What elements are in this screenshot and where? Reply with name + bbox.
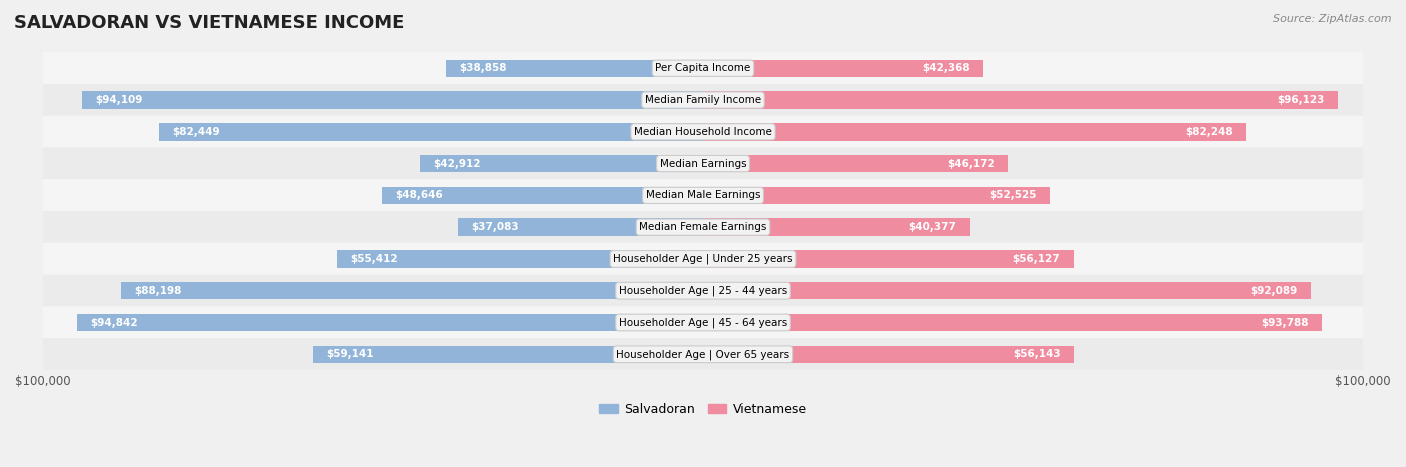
FancyBboxPatch shape	[42, 84, 1364, 116]
Bar	[703, 59, 983, 77]
Bar	[703, 123, 1246, 141]
Bar	[159, 123, 703, 141]
Bar	[703, 282, 1310, 299]
Text: Householder Age | Under 25 years: Householder Age | Under 25 years	[613, 254, 793, 264]
Text: Source: ZipAtlas.com: Source: ZipAtlas.com	[1274, 14, 1392, 24]
Bar	[337, 250, 703, 268]
Text: $92,089: $92,089	[1250, 286, 1298, 296]
Bar	[382, 187, 703, 204]
Text: $96,123: $96,123	[1277, 95, 1324, 105]
Bar	[703, 250, 1074, 268]
Text: $52,525: $52,525	[988, 191, 1036, 200]
Bar	[121, 282, 703, 299]
FancyBboxPatch shape	[42, 52, 1364, 85]
FancyBboxPatch shape	[42, 338, 1364, 370]
FancyBboxPatch shape	[42, 116, 1364, 148]
Text: Householder Age | 45 - 64 years: Householder Age | 45 - 64 years	[619, 317, 787, 328]
Bar	[458, 219, 703, 236]
Bar	[703, 219, 970, 236]
Text: Householder Age | Over 65 years: Householder Age | Over 65 years	[616, 349, 790, 360]
Text: $48,646: $48,646	[395, 191, 443, 200]
Text: $88,198: $88,198	[134, 286, 181, 296]
Text: $55,412: $55,412	[350, 254, 398, 264]
Text: $42,912: $42,912	[433, 159, 481, 169]
Text: Per Capita Income: Per Capita Income	[655, 63, 751, 73]
Bar	[703, 346, 1074, 363]
Bar	[77, 314, 703, 331]
Text: $82,248: $82,248	[1185, 127, 1233, 137]
Text: $40,377: $40,377	[908, 222, 956, 232]
Legend: Salvadoran, Vietnamese: Salvadoran, Vietnamese	[595, 398, 811, 421]
Text: $38,858: $38,858	[460, 63, 508, 73]
Bar	[82, 91, 703, 109]
Text: Median Female Earnings: Median Female Earnings	[640, 222, 766, 232]
Text: $46,172: $46,172	[946, 159, 994, 169]
Text: Median Household Income: Median Household Income	[634, 127, 772, 137]
Text: $94,109: $94,109	[96, 95, 142, 105]
Text: $82,449: $82,449	[172, 127, 219, 137]
FancyBboxPatch shape	[42, 243, 1364, 275]
Bar	[447, 59, 703, 77]
Text: Householder Age | 25 - 44 years: Householder Age | 25 - 44 years	[619, 285, 787, 296]
Text: Median Family Income: Median Family Income	[645, 95, 761, 105]
Text: $42,368: $42,368	[922, 63, 970, 73]
Bar	[703, 314, 1322, 331]
Text: Median Earnings: Median Earnings	[659, 159, 747, 169]
FancyBboxPatch shape	[42, 306, 1364, 339]
Bar	[312, 346, 703, 363]
Text: $56,143: $56,143	[1012, 349, 1060, 359]
FancyBboxPatch shape	[42, 275, 1364, 307]
Text: $56,127: $56,127	[1012, 254, 1060, 264]
FancyBboxPatch shape	[42, 211, 1364, 243]
Text: Median Male Earnings: Median Male Earnings	[645, 191, 761, 200]
Text: $37,083: $37,083	[471, 222, 519, 232]
Bar	[703, 155, 1008, 172]
FancyBboxPatch shape	[42, 148, 1364, 180]
Bar	[420, 155, 703, 172]
Text: $59,141: $59,141	[326, 349, 373, 359]
Text: SALVADORAN VS VIETNAMESE INCOME: SALVADORAN VS VIETNAMESE INCOME	[14, 14, 405, 32]
Bar	[703, 91, 1337, 109]
Bar	[703, 187, 1050, 204]
Text: $94,842: $94,842	[90, 318, 138, 327]
Text: $93,788: $93,788	[1261, 318, 1309, 327]
FancyBboxPatch shape	[42, 179, 1364, 212]
